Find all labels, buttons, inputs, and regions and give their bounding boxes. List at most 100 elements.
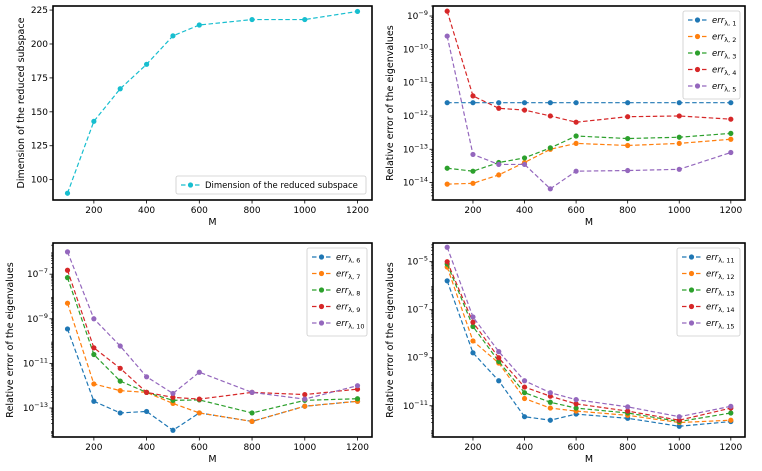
data-point xyxy=(302,391,308,398)
x-tick-label: 1000 xyxy=(293,206,316,216)
x-tick-label: 1000 xyxy=(668,443,691,453)
data-point xyxy=(117,388,123,394)
series-line xyxy=(447,132,731,172)
x-tick-label: 1200 xyxy=(719,443,742,453)
plot-frame xyxy=(432,5,746,201)
data-point xyxy=(64,326,71,332)
series-line xyxy=(447,138,731,185)
x-axis-label: M xyxy=(585,454,593,465)
data-point xyxy=(728,149,734,156)
legend-label: errλ, 9 xyxy=(336,303,360,315)
legend-item-1: errλ, 1 xyxy=(688,16,736,28)
y-tick-label: 125 xyxy=(31,142,48,152)
y-axis-label: Dimension of the reduced subspace xyxy=(16,17,27,188)
data-point xyxy=(625,142,631,149)
data-point xyxy=(470,323,476,330)
series-4 xyxy=(444,8,734,125)
data-point xyxy=(521,414,528,420)
legend-item-1: Dimension of the reduced subspace xyxy=(181,181,358,191)
y-tick-label: 10−13 xyxy=(23,401,48,414)
data-point xyxy=(521,161,528,168)
legend-marker xyxy=(318,254,325,260)
x-tick-label: 600 xyxy=(191,206,208,216)
legend-marker xyxy=(694,83,701,89)
data-point xyxy=(117,410,123,416)
data-point xyxy=(170,394,176,400)
data-point xyxy=(444,244,450,250)
x-tick-label: 800 xyxy=(619,443,636,453)
data-point xyxy=(521,100,528,106)
data-point xyxy=(676,134,682,140)
data-point xyxy=(444,100,450,106)
legend-frame xyxy=(682,10,741,100)
data-point xyxy=(470,168,476,174)
x-tick-label: 800 xyxy=(619,206,636,216)
data-point xyxy=(354,396,361,402)
legend: errλ, 6 errλ, 7 errλ, 8 errλ, 9 errλ, 10 xyxy=(306,247,368,337)
data-point xyxy=(196,410,202,416)
data-point xyxy=(547,100,553,106)
x-tick-label: 200 xyxy=(464,206,481,216)
series-1 xyxy=(64,8,361,196)
y-tick-label: 10−9 xyxy=(27,312,48,325)
legend-item-3: errλ, 13 xyxy=(682,286,734,298)
legend: errλ, 11 errλ, 12 errλ, 13 errλ, 14 errλ, 15 xyxy=(676,247,741,337)
data-point xyxy=(143,408,150,415)
data-point xyxy=(547,417,553,423)
data-point xyxy=(521,107,528,113)
legend-item-2: errλ, 2 xyxy=(688,33,736,45)
data-point xyxy=(573,119,579,125)
x-tick-label: 1200 xyxy=(719,206,742,216)
data-point xyxy=(676,166,682,172)
x-tick-label: 800 xyxy=(243,443,260,453)
data-point xyxy=(496,105,502,111)
data-point xyxy=(64,267,71,273)
data-point xyxy=(496,355,502,361)
data-point xyxy=(496,378,502,384)
x-tick-label: 1200 xyxy=(346,206,369,216)
data-point xyxy=(302,396,308,402)
y-tick-label: 10−7 xyxy=(407,303,428,316)
x-tick-label: 200 xyxy=(85,206,102,216)
data-point xyxy=(728,403,734,409)
x-tick-label: 200 xyxy=(85,443,102,453)
data-point xyxy=(496,172,502,178)
data-point xyxy=(625,167,631,174)
data-point xyxy=(64,190,71,196)
series-4 xyxy=(64,267,361,402)
data-point xyxy=(625,100,631,106)
data-point xyxy=(573,140,579,147)
x-tick-label: 1000 xyxy=(668,206,691,216)
data-point xyxy=(444,278,450,284)
y-tick-label: 10−11 xyxy=(403,399,428,412)
data-point xyxy=(302,16,308,23)
x-tick-label: 400 xyxy=(516,206,533,216)
series-line xyxy=(66,10,358,194)
data-point xyxy=(625,135,631,142)
data-point xyxy=(496,100,502,106)
data-point xyxy=(249,389,255,395)
data-point xyxy=(676,423,682,429)
x-tick-label: 600 xyxy=(191,443,208,453)
legend-label: errλ, 5 xyxy=(712,82,736,94)
data-point xyxy=(728,116,734,122)
y-axis-label: Relative error of the eigenvalues xyxy=(385,262,396,417)
data-point xyxy=(196,369,202,375)
y-axis-label: Relative error of the eigenvalues xyxy=(5,262,16,417)
data-point xyxy=(302,403,308,409)
legend-label: errλ, 7 xyxy=(336,270,360,282)
legend-marker xyxy=(694,33,701,40)
y-tick-label: 10−9 xyxy=(407,9,428,22)
data-point xyxy=(547,405,553,411)
data-point xyxy=(676,414,682,420)
series-line xyxy=(66,328,358,432)
data-point xyxy=(625,404,631,410)
legend-item-2: errλ, 12 xyxy=(682,270,734,281)
legend: Dimension of the reduced subspace xyxy=(175,175,367,195)
data-point xyxy=(676,113,682,119)
data-point xyxy=(170,390,176,397)
legend-label: errλ, 2 xyxy=(712,33,736,45)
data-point xyxy=(573,405,579,411)
data-point xyxy=(354,8,361,15)
legend-marker xyxy=(318,320,325,326)
